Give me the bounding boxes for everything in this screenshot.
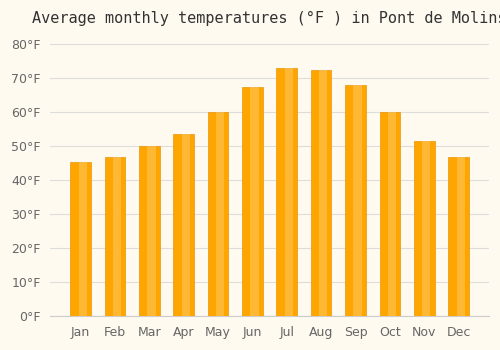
Bar [311, 70, 332, 316]
Bar [174, 134, 194, 316]
Bar [208, 112, 229, 316]
Bar [422, 141, 430, 316]
Bar [388, 112, 396, 316]
Bar [70, 162, 91, 316]
Bar [113, 156, 121, 316]
Bar [414, 141, 434, 316]
Bar [139, 146, 160, 316]
Bar [448, 156, 469, 316]
Bar [148, 146, 156, 316]
Bar [319, 70, 328, 316]
Bar [276, 68, 297, 316]
Bar [345, 85, 366, 316]
Bar [182, 134, 190, 316]
Bar [250, 87, 258, 316]
Bar [242, 87, 262, 316]
Bar [216, 112, 224, 316]
Bar [380, 112, 400, 316]
Bar [78, 162, 87, 316]
Bar [354, 85, 362, 316]
Bar [104, 156, 126, 316]
Bar [456, 156, 465, 316]
Bar [284, 68, 293, 316]
Title: Average monthly temperatures (°F ) in Pont de Molins: Average monthly temperatures (°F ) in Po… [32, 11, 500, 26]
